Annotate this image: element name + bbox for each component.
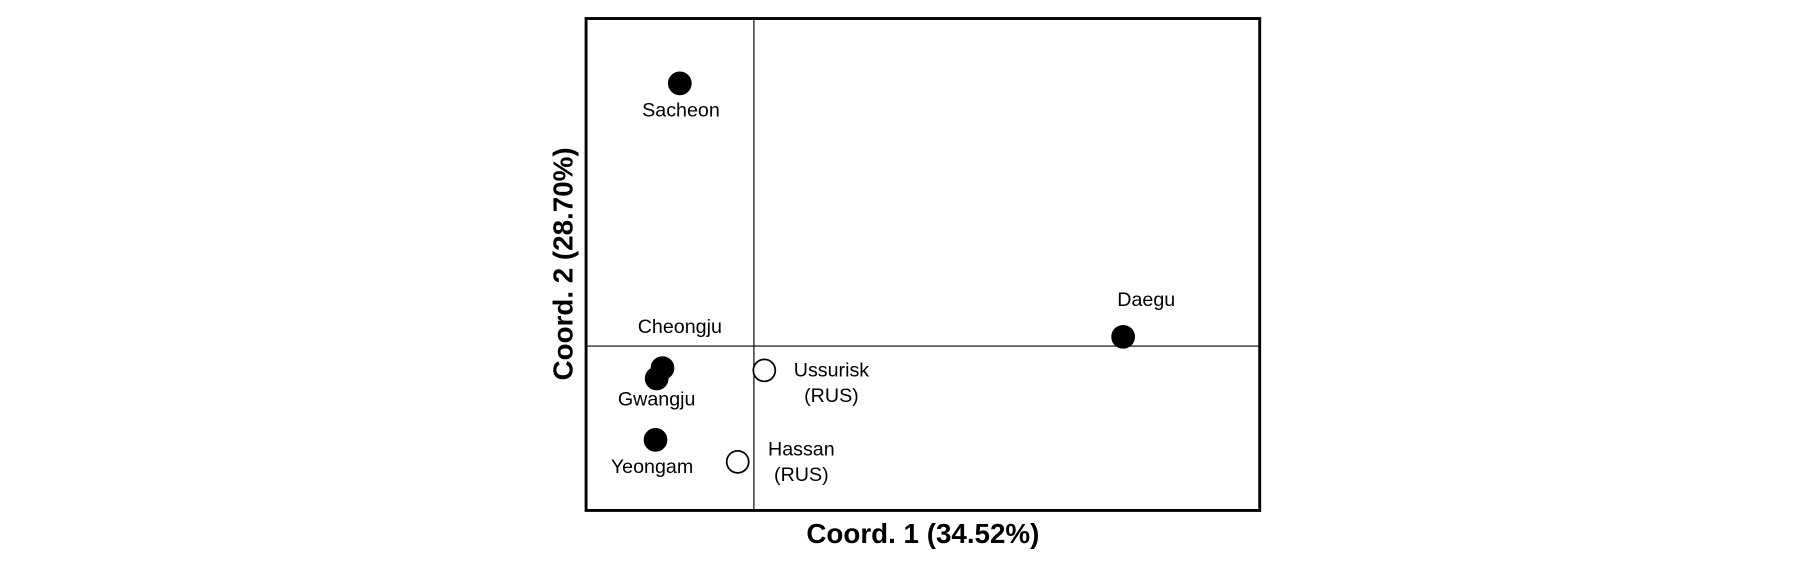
point [644,366,669,391]
point [643,427,668,452]
point-label: Ussurisk [794,360,870,382]
point-label: (RUS) [774,464,829,486]
point-label: Daegu [1117,289,1175,311]
point [725,449,750,474]
point-label: Cheongju [638,316,722,338]
point [1111,324,1135,349]
x-axis-title: Coord. 1 (34.52%) [806,518,1039,549]
point-label: Yeongam [611,456,693,478]
point [752,358,777,383]
y-axis-title: Coord. 2 (28.70%) [548,147,579,380]
point-label: (RUS) [804,385,859,407]
point [667,71,692,96]
point-label: Sacheon [642,99,720,121]
point-label: Hassan [768,438,835,460]
point-label: Gwangju [618,389,696,411]
plot-frame [584,17,1262,512]
